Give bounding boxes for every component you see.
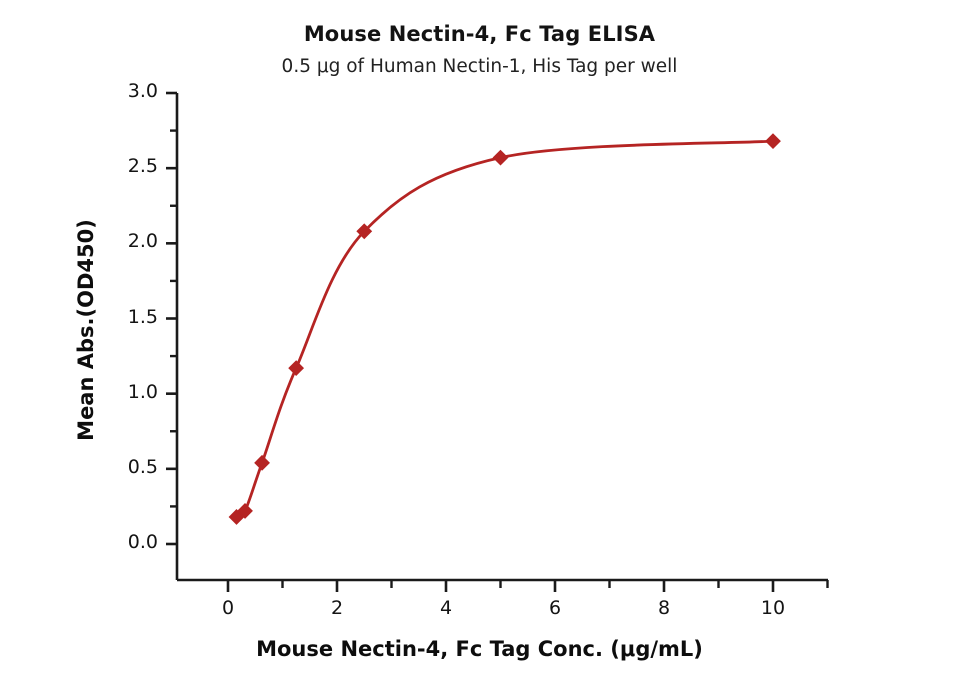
y-tick-label: 1.0 — [127, 380, 158, 403]
y-tick-label: 2.5 — [127, 155, 158, 178]
x-tick-label: 2 — [330, 597, 344, 619]
data-point-marker — [288, 360, 305, 377]
x-tick-label: 4 — [439, 597, 453, 619]
y-tick-label: 3.0 — [127, 80, 158, 102]
y-tick-label: 2.0 — [127, 230, 158, 253]
data-point-marker — [765, 133, 781, 150]
y-tick-label: 1.5 — [127, 305, 158, 328]
x-axis-label: Mouse Nectin-4, Fc Tag Conc. (μg/mL) — [256, 637, 703, 661]
data-point-marker — [492, 149, 509, 166]
x-tick-label: 6 — [548, 597, 562, 619]
data-point-marker — [254, 454, 270, 471]
chart-subtitle: 0.5 μg of Human Nectin-1, His Tag per we… — [281, 56, 678, 77]
x-tick-label: 10 — [760, 597, 786, 619]
data-point-marker — [356, 223, 373, 240]
data-curve — [235, 139, 775, 519]
x-tick-label: 8 — [657, 597, 671, 619]
y-tick-label: 0.0 — [127, 531, 158, 553]
data-point-marker — [237, 503, 253, 519]
x-tick-label: 0 — [221, 597, 235, 619]
chart-title: Mouse Nectin-4, Fc Tag ELISA — [303, 22, 656, 46]
y-tick-label: 0.5 — [127, 455, 158, 478]
